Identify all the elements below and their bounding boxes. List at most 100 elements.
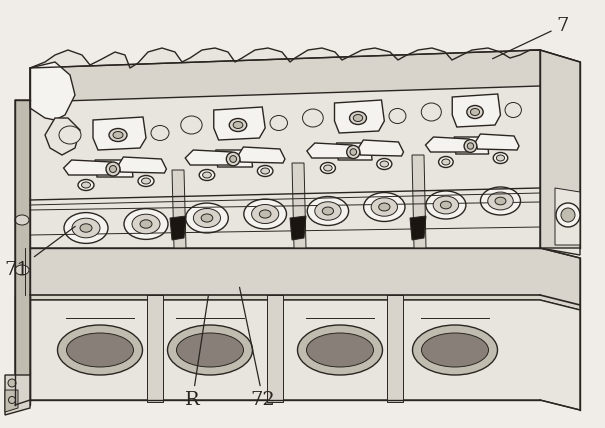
Ellipse shape (379, 203, 390, 211)
Ellipse shape (315, 202, 341, 220)
Polygon shape (454, 137, 489, 154)
Polygon shape (555, 188, 580, 245)
Polygon shape (30, 300, 580, 410)
Ellipse shape (422, 333, 488, 367)
Ellipse shape (471, 109, 480, 116)
Polygon shape (453, 94, 500, 127)
Polygon shape (267, 295, 283, 402)
Circle shape (110, 166, 117, 172)
Ellipse shape (270, 116, 287, 131)
Ellipse shape (186, 203, 228, 233)
Ellipse shape (371, 198, 397, 216)
Circle shape (230, 156, 237, 162)
Ellipse shape (364, 193, 405, 221)
Ellipse shape (298, 325, 382, 375)
Circle shape (106, 162, 120, 176)
Ellipse shape (15, 215, 29, 225)
Polygon shape (30, 62, 75, 120)
Ellipse shape (109, 128, 127, 142)
Ellipse shape (132, 214, 160, 234)
Ellipse shape (302, 109, 323, 127)
Ellipse shape (377, 158, 392, 169)
Ellipse shape (480, 187, 520, 215)
Polygon shape (214, 107, 265, 140)
Polygon shape (307, 143, 352, 158)
Ellipse shape (467, 105, 483, 119)
Ellipse shape (113, 131, 123, 139)
Ellipse shape (495, 197, 506, 205)
Polygon shape (410, 216, 426, 240)
Polygon shape (540, 50, 580, 248)
Circle shape (8, 396, 16, 404)
Polygon shape (238, 147, 285, 163)
Text: R: R (185, 296, 208, 409)
Ellipse shape (57, 325, 143, 375)
Circle shape (464, 140, 477, 152)
Circle shape (561, 208, 575, 222)
Circle shape (467, 143, 474, 149)
Ellipse shape (440, 201, 451, 209)
Polygon shape (30, 50, 580, 102)
Ellipse shape (322, 207, 333, 215)
Ellipse shape (348, 149, 358, 155)
Ellipse shape (233, 122, 243, 128)
Polygon shape (30, 248, 580, 310)
Ellipse shape (252, 205, 279, 223)
Ellipse shape (493, 152, 508, 163)
Ellipse shape (72, 218, 100, 238)
Ellipse shape (244, 199, 287, 229)
Ellipse shape (413, 325, 497, 375)
Circle shape (556, 203, 580, 227)
Circle shape (8, 379, 16, 387)
Ellipse shape (59, 126, 81, 144)
Ellipse shape (15, 265, 29, 275)
Ellipse shape (80, 224, 92, 232)
Ellipse shape (203, 172, 211, 178)
Ellipse shape (181, 116, 202, 134)
Ellipse shape (201, 214, 213, 222)
Polygon shape (290, 216, 306, 240)
Polygon shape (93, 117, 146, 150)
Circle shape (347, 146, 360, 159)
Polygon shape (387, 295, 403, 402)
Ellipse shape (433, 196, 459, 214)
Ellipse shape (496, 155, 505, 161)
Text: 71: 71 (5, 226, 75, 279)
Ellipse shape (421, 103, 441, 121)
Ellipse shape (488, 192, 513, 210)
Polygon shape (5, 390, 18, 412)
Polygon shape (216, 150, 252, 167)
Polygon shape (64, 160, 111, 175)
Polygon shape (172, 170, 186, 248)
Ellipse shape (439, 157, 453, 167)
Text: 72: 72 (240, 287, 275, 409)
Ellipse shape (426, 191, 466, 219)
Polygon shape (358, 140, 404, 156)
Polygon shape (30, 48, 540, 248)
Polygon shape (336, 143, 372, 160)
Polygon shape (15, 100, 30, 405)
Ellipse shape (199, 169, 215, 181)
Polygon shape (15, 295, 30, 405)
Ellipse shape (350, 112, 367, 125)
Ellipse shape (108, 166, 118, 172)
Circle shape (350, 149, 356, 155)
Ellipse shape (82, 182, 91, 188)
Ellipse shape (307, 196, 348, 226)
Ellipse shape (229, 119, 247, 131)
Ellipse shape (442, 159, 450, 165)
Ellipse shape (194, 208, 221, 228)
Polygon shape (45, 118, 80, 155)
Ellipse shape (260, 210, 271, 218)
Ellipse shape (64, 213, 108, 244)
Polygon shape (292, 163, 306, 248)
Ellipse shape (78, 179, 94, 190)
Polygon shape (147, 295, 163, 402)
Polygon shape (30, 82, 580, 255)
Polygon shape (185, 150, 232, 165)
Ellipse shape (142, 178, 151, 184)
Ellipse shape (505, 102, 522, 118)
Polygon shape (119, 157, 166, 173)
Ellipse shape (177, 333, 243, 367)
Ellipse shape (307, 333, 373, 367)
